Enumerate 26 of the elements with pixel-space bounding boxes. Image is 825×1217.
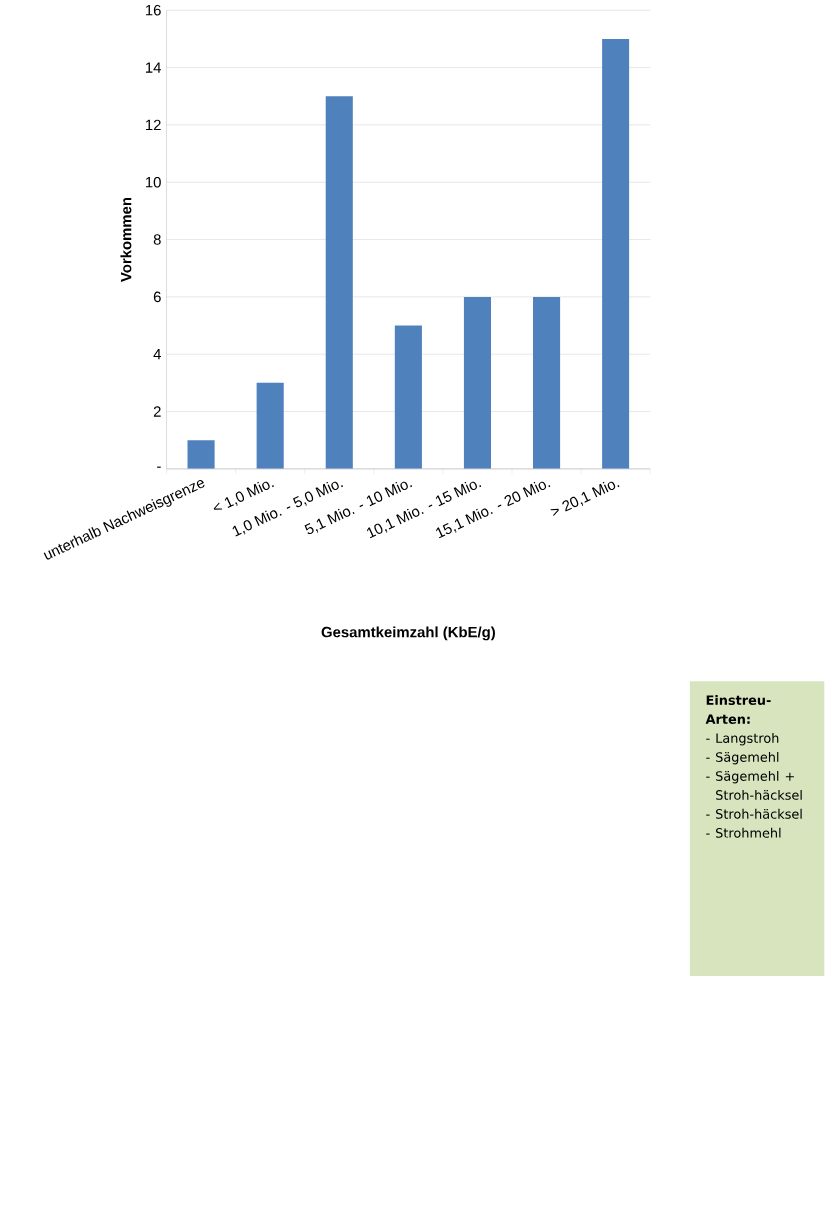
y-tick-label: 10 — [146, 176, 162, 188]
bar — [464, 296, 492, 469]
text: - Stroh-häcksel — [706, 808, 802, 819]
y-tick-label: 12 — [146, 119, 161, 131]
y-tick-label: 6 — [154, 291, 161, 303]
y-tick-label: 8 — [154, 234, 161, 245]
y-tick-label: - — [157, 466, 161, 468]
x-tick-label: < 1,0 Mio. — [213, 481, 275, 510]
bar — [256, 382, 284, 469]
x-tick-label: > 20,1 Mio. — [550, 481, 620, 516]
text: Einstreu-Arten: — [705, 695, 771, 724]
y-tick-label: 14 — [146, 62, 162, 73]
y-tick-label: 4 — [153, 349, 162, 360]
bar — [602, 38, 630, 469]
x-axis-title: Gesamtkeimzahl (KbE/g) — [321, 626, 496, 641]
text: - Langstroh — [706, 732, 779, 746]
text: - Sägemehl + Stroh-häcksel — [706, 770, 802, 800]
text: - Sägemehl — [706, 751, 779, 765]
y-tick-label: 2 — [154, 406, 161, 417]
y-axis-title: Vorkommen — [120, 197, 132, 282]
bar — [533, 296, 561, 469]
bar — [325, 96, 354, 469]
text: - Strohmehl — [706, 827, 781, 838]
bar — [395, 325, 423, 469]
y-tick-label: 16 — [146, 4, 161, 16]
bar — [187, 440, 215, 469]
